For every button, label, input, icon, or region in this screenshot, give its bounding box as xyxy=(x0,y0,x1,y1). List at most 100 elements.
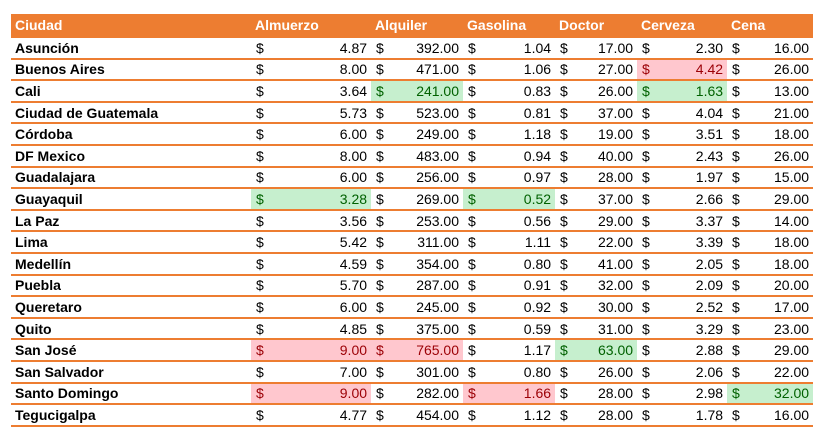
cell-currency-symbol[interactable]: $ xyxy=(371,273,398,297)
cell-alquiler[interactable]: 287.00 xyxy=(397,273,464,297)
cell-alquiler[interactable]: 375.00 xyxy=(397,316,464,340)
cell-almuerzo[interactable]: 3.64 xyxy=(279,79,372,102)
cell-city[interactable]: Quito xyxy=(11,316,251,340)
cell-currency-symbol[interactable]: $ xyxy=(637,230,664,253)
cell-currency-symbol[interactable]: $ xyxy=(463,187,490,210)
cell-city[interactable]: Lima xyxy=(11,230,251,253)
cell-gasolina[interactable]: 1.06 xyxy=(489,57,556,81)
cell-cerveza[interactable]: 2.05 xyxy=(663,251,728,275)
cell-cerveza[interactable]: 4.42 xyxy=(663,57,728,81)
cell-alquiler[interactable]: 523.00 xyxy=(397,100,464,124)
cell-currency-symbol[interactable]: $ xyxy=(463,403,490,427)
cell-almuerzo[interactable]: 8.00 xyxy=(279,57,372,81)
cell-cena[interactable]: 13.00 xyxy=(751,79,814,102)
cell-gasolina[interactable]: 0.80 xyxy=(489,359,556,383)
cell-alquiler[interactable]: 354.00 xyxy=(397,251,464,275)
cell-cena[interactable]: 26.00 xyxy=(751,57,814,81)
cell-alquiler[interactable]: 241.00 xyxy=(397,79,464,102)
cell-currency-symbol[interactable]: $ xyxy=(555,359,580,383)
cell-cerveza[interactable]: 1.78 xyxy=(663,403,728,427)
cell-alquiler[interactable]: 253.00 xyxy=(397,208,464,232)
cell-currency-symbol[interactable]: $ xyxy=(727,251,752,275)
cell-gasolina[interactable]: 0.83 xyxy=(489,79,556,102)
cell-city[interactable]: Queretaro xyxy=(11,295,251,318)
cell-city[interactable]: San José xyxy=(11,338,251,361)
cell-currency-symbol[interactable]: $ xyxy=(463,208,490,232)
cell-currency-symbol[interactable]: $ xyxy=(555,403,580,427)
cell-cena[interactable]: 15.00 xyxy=(751,165,814,189)
cell-currency-symbol[interactable]: $ xyxy=(251,338,279,361)
cell-almuerzo[interactable]: 4.77 xyxy=(279,403,372,427)
cell-gasolina[interactable]: 1.18 xyxy=(489,122,556,145)
cell-currency-symbol[interactable]: $ xyxy=(727,359,752,383)
cell-cerveza[interactable]: 2.43 xyxy=(663,143,728,167)
column-header-doctor[interactable]: Doctor xyxy=(555,14,638,37)
cell-currency-symbol[interactable]: $ xyxy=(727,165,752,189)
cell-currency-symbol[interactable]: $ xyxy=(463,143,490,167)
cell-currency-symbol[interactable]: $ xyxy=(251,316,279,340)
cell-cerveza[interactable]: 3.51 xyxy=(663,122,728,145)
cell-gasolina[interactable]: 1.17 xyxy=(489,338,556,361)
cell-city[interactable]: Puebla xyxy=(11,273,251,297)
column-header-almuerzo[interactable]: Almuerzo xyxy=(251,14,372,37)
cell-currency-symbol[interactable]: $ xyxy=(371,143,398,167)
cell-doctor[interactable]: 63.00 xyxy=(579,338,638,361)
cell-currency-symbol[interactable]: $ xyxy=(463,251,490,275)
cell-alquiler[interactable]: 256.00 xyxy=(397,165,464,189)
cell-currency-symbol[interactable]: $ xyxy=(463,230,490,253)
cell-city[interactable]: Medellín xyxy=(11,251,251,275)
cell-currency-symbol[interactable]: $ xyxy=(555,100,580,124)
cell-currency-symbol[interactable]: $ xyxy=(637,273,664,297)
cell-currency-symbol[interactable]: $ xyxy=(371,122,398,145)
cell-currency-symbol[interactable]: $ xyxy=(251,273,279,297)
cell-currency-symbol[interactable]: $ xyxy=(637,251,664,275)
cell-currency-symbol[interactable]: $ xyxy=(727,403,752,427)
cell-currency-symbol[interactable]: $ xyxy=(637,208,664,232)
cell-currency-symbol[interactable]: $ xyxy=(637,295,664,318)
cell-currency-symbol[interactable]: $ xyxy=(555,165,580,189)
cell-currency-symbol[interactable]: $ xyxy=(251,36,279,59)
cell-gasolina[interactable]: 0.59 xyxy=(489,316,556,340)
cell-currency-symbol[interactable]: $ xyxy=(371,359,398,383)
cell-currency-symbol[interactable]: $ xyxy=(371,79,398,102)
cell-currency-symbol[interactable]: $ xyxy=(371,208,398,232)
cell-alquiler[interactable]: 301.00 xyxy=(397,359,464,383)
cell-almuerzo[interactable]: 3.28 xyxy=(279,187,372,210)
cell-cena[interactable]: 14.00 xyxy=(751,208,814,232)
cell-currency-symbol[interactable]: $ xyxy=(371,338,398,361)
cell-gasolina[interactable]: 0.97 xyxy=(489,165,556,189)
cell-currency-symbol[interactable]: $ xyxy=(637,381,664,405)
cell-currency-symbol[interactable]: $ xyxy=(727,295,752,318)
cell-currency-symbol[interactable]: $ xyxy=(251,208,279,232)
cell-cena[interactable]: 21.00 xyxy=(751,100,814,124)
cell-currency-symbol[interactable]: $ xyxy=(727,122,752,145)
cell-currency-symbol[interactable]: $ xyxy=(555,316,580,340)
cell-doctor[interactable]: 22.00 xyxy=(579,230,638,253)
cell-currency-symbol[interactable]: $ xyxy=(727,338,752,361)
cell-almuerzo[interactable]: 4.85 xyxy=(279,316,372,340)
cell-alquiler[interactable]: 269.00 xyxy=(397,187,464,210)
cell-almuerzo[interactable]: 5.42 xyxy=(279,230,372,253)
cell-almuerzo[interactable]: 5.73 xyxy=(279,100,372,124)
cell-cerveza[interactable]: 2.66 xyxy=(663,187,728,210)
cell-currency-symbol[interactable]: $ xyxy=(727,143,752,167)
cell-almuerzo[interactable]: 9.00 xyxy=(279,381,372,405)
cell-currency-symbol[interactable]: $ xyxy=(727,57,752,81)
cell-currency-symbol[interactable]: $ xyxy=(637,403,664,427)
cell-almuerzo[interactable]: 5.70 xyxy=(279,273,372,297)
cell-currency-symbol[interactable]: $ xyxy=(251,100,279,124)
cell-city[interactable]: DF Mexico xyxy=(11,143,251,167)
cell-cena[interactable]: 29.00 xyxy=(751,187,814,210)
cell-cerveza[interactable]: 3.29 xyxy=(663,316,728,340)
cell-currency-symbol[interactable]: $ xyxy=(251,143,279,167)
cell-city[interactable]: Santo Domingo xyxy=(11,381,251,405)
cell-currency-symbol[interactable]: $ xyxy=(371,230,398,253)
cell-currency-symbol[interactable]: $ xyxy=(637,36,664,59)
cell-currency-symbol[interactable]: $ xyxy=(463,57,490,81)
cell-almuerzo[interactable]: 4.87 xyxy=(279,36,372,59)
cell-cena[interactable]: 20.00 xyxy=(751,273,814,297)
cell-cena[interactable]: 18.00 xyxy=(751,230,814,253)
cell-currency-symbol[interactable]: $ xyxy=(555,208,580,232)
cell-currency-symbol[interactable]: $ xyxy=(637,165,664,189)
cell-gasolina[interactable]: 0.91 xyxy=(489,273,556,297)
